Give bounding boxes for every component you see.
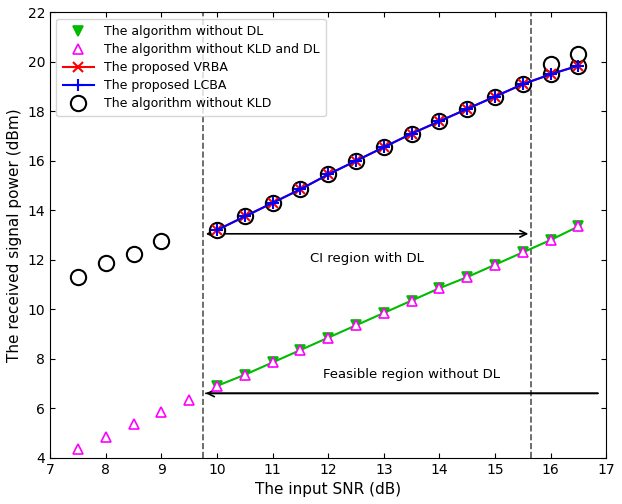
- The algorithm without KLD: [491, 94, 499, 100]
- Y-axis label: The received signal power (dBm): The received signal power (dBm): [7, 108, 22, 362]
- The algorithm without DL: [297, 347, 304, 353]
- The proposed VRBA: [213, 227, 221, 233]
- The proposed VRBA: [547, 71, 554, 77]
- The proposed VRBA: [435, 118, 443, 124]
- Line: The algorithm without KLD: The algorithm without KLD: [210, 58, 586, 238]
- The algorithm without KLD: [269, 200, 276, 206]
- The algorithm without DL: [269, 359, 276, 365]
- The algorithm without DL: [408, 297, 415, 303]
- The algorithm without DL: [435, 285, 443, 291]
- The algorithm without DL: [352, 322, 360, 328]
- The algorithm without KLD: [435, 118, 443, 124]
- The proposed VRBA: [463, 106, 471, 112]
- Text: CI region with DL: CI region with DL: [310, 253, 424, 265]
- The proposed LCBA: [547, 71, 554, 77]
- The algorithm without DL: [213, 383, 221, 389]
- The algorithm without DL: [575, 223, 582, 229]
- The proposed LCBA: [463, 106, 471, 112]
- The proposed LCBA: [491, 94, 499, 100]
- The proposed LCBA: [435, 118, 443, 124]
- The algorithm without KLD and DL: [74, 446, 81, 452]
- The proposed LCBA: [325, 171, 332, 177]
- The algorithm without DL: [491, 262, 499, 268]
- The algorithm without KLD: [325, 171, 332, 177]
- The proposed LCBA: [575, 62, 582, 69]
- The proposed VRBA: [325, 171, 332, 177]
- The proposed VRBA: [408, 131, 415, 137]
- Legend: The algorithm without DL, The algorithm without KLD and DL, The proposed VRBA, T: The algorithm without DL, The algorithm …: [57, 19, 326, 116]
- The algorithm without DL: [463, 274, 471, 280]
- The proposed VRBA: [491, 94, 499, 100]
- The algorithm without KLD: [547, 71, 554, 77]
- The proposed VRBA: [241, 214, 249, 220]
- Line: The algorithm without DL: The algorithm without DL: [212, 222, 583, 391]
- The proposed LCBA: [380, 144, 388, 150]
- The algorithm without KLD: [213, 227, 221, 233]
- The algorithm without KLD: [463, 106, 471, 112]
- The algorithm without DL: [519, 249, 527, 256]
- The proposed LCBA: [519, 81, 527, 87]
- The proposed VRBA: [519, 81, 527, 87]
- Line: The proposed VRBA: The proposed VRBA: [212, 61, 583, 235]
- The proposed VRBA: [269, 200, 276, 206]
- The algorithm without DL: [380, 310, 388, 316]
- The algorithm without KLD and DL: [157, 409, 165, 415]
- The proposed VRBA: [575, 62, 582, 69]
- The proposed LCBA: [297, 186, 304, 193]
- The algorithm without KLD: [352, 158, 360, 164]
- The proposed LCBA: [241, 214, 249, 220]
- The proposed LCBA: [352, 158, 360, 164]
- The algorithm without DL: [241, 372, 249, 378]
- The proposed VRBA: [380, 144, 388, 150]
- The algorithm without DL: [547, 237, 554, 243]
- The proposed VRBA: [297, 186, 304, 193]
- Text: Feasible region without DL: Feasible region without DL: [323, 368, 500, 381]
- The algorithm without KLD: [241, 214, 249, 220]
- The proposed LCBA: [213, 227, 221, 233]
- Line: The proposed LCBA: The proposed LCBA: [211, 60, 584, 236]
- The algorithm without KLD: [297, 186, 304, 193]
- The algorithm without KLD and DL: [102, 433, 109, 439]
- X-axis label: The input SNR (dB): The input SNR (dB): [255, 482, 401, 497]
- The algorithm without DL: [325, 335, 332, 341]
- The algorithm without KLD: [519, 81, 527, 87]
- The proposed LCBA: [408, 131, 415, 137]
- The algorithm without KLD: [380, 144, 388, 150]
- The algorithm without KLD: [575, 62, 582, 69]
- The proposed LCBA: [269, 200, 276, 206]
- Line: The algorithm without KLD and DL: The algorithm without KLD and DL: [73, 395, 194, 454]
- The algorithm without KLD and DL: [185, 397, 193, 403]
- The algorithm without KLD: [408, 131, 415, 137]
- The proposed VRBA: [352, 158, 360, 164]
- The algorithm without KLD and DL: [130, 421, 137, 427]
